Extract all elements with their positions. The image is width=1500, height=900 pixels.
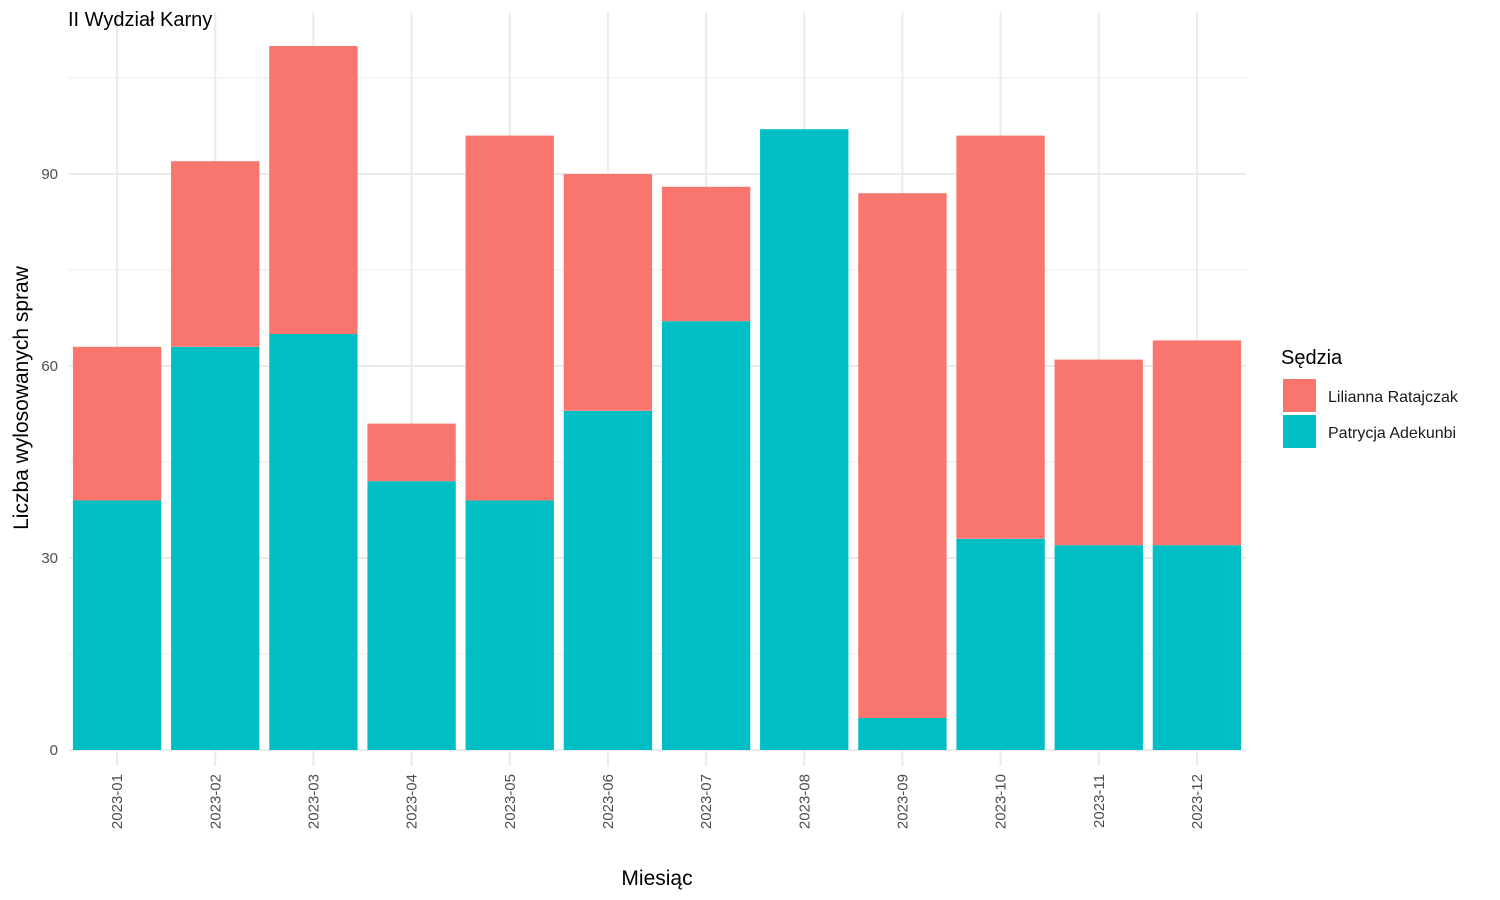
bar-lilianna-ratajczak-2023-09 bbox=[858, 193, 947, 718]
bar-patrycja-adekunbi-2023-03 bbox=[269, 334, 358, 750]
bar-patrycja-adekunbi-2023-09 bbox=[858, 718, 947, 750]
bar-lilianna-ratajczak-2023-05 bbox=[465, 135, 554, 501]
bar-patrycja-adekunbi-2023-02 bbox=[171, 346, 260, 750]
y-tick-label: 60 bbox=[41, 358, 58, 375]
bar-lilianna-ratajczak-2023-03 bbox=[269, 46, 358, 334]
bar-lilianna-ratajczak-2023-01 bbox=[72, 346, 162, 501]
bar-patrycja-adekunbi-2023-01 bbox=[72, 500, 162, 750]
y-tick-label: 90 bbox=[41, 166, 58, 183]
legend-swatch-patrycja-adekunbi bbox=[1283, 415, 1316, 448]
bar-lilianna-ratajczak-2023-04 bbox=[367, 423, 456, 482]
x-tick-label: 2023-11 bbox=[1091, 774, 1108, 828]
x-tick-label: 2023-07 bbox=[698, 774, 715, 829]
bar-lilianna-ratajczak-2023-10 bbox=[956, 135, 1045, 539]
bar-patrycja-adekunbi-2023-07 bbox=[661, 321, 751, 750]
bar-patrycja-adekunbi-2023-10 bbox=[956, 538, 1045, 750]
bar-patrycja-adekunbi-2023-06 bbox=[563, 410, 653, 750]
chart-title: II Wydział Karny bbox=[68, 9, 212, 31]
y-axis-ticks: 0 30 60 90 bbox=[41, 166, 58, 759]
legend-title: Sędzia bbox=[1281, 347, 1343, 369]
bars bbox=[72, 46, 1242, 750]
x-tick-label: 2023-03 bbox=[305, 774, 322, 829]
bar-lilianna-ratajczak-2023-07 bbox=[661, 186, 751, 322]
x-tick-label: 2023-04 bbox=[404, 774, 421, 829]
legend-label-patrycja-adekunbi: Patrycja Adekunbi bbox=[1328, 425, 1456, 442]
x-tick-label: 2023-12 bbox=[1189, 774, 1206, 829]
x-axis-title: Miesiąc bbox=[621, 867, 692, 890]
bar-lilianna-ratajczak-2023-06 bbox=[563, 174, 653, 411]
bar-lilianna-ratajczak-2023-12 bbox=[1152, 340, 1242, 546]
y-tick-label: 30 bbox=[41, 550, 58, 567]
bar-patrycja-adekunbi-2023-12 bbox=[1152, 545, 1242, 750]
bar-patrycja-adekunbi-2023-04 bbox=[367, 481, 456, 750]
x-tick-label: 2023-05 bbox=[502, 774, 519, 829]
bar-patrycja-adekunbi-2023-11 bbox=[1054, 545, 1143, 750]
legend-label-lilianna-ratajczak: Lilianna Ratajczak bbox=[1328, 389, 1459, 406]
x-tick-label: 2023-06 bbox=[600, 774, 617, 829]
y-axis-title: Liczba wylosowanych spraw bbox=[10, 265, 33, 530]
x-tick-label: 2023-01 bbox=[109, 774, 126, 829]
x-tick-label: 2023-02 bbox=[207, 774, 224, 829]
bar-lilianna-ratajczak-2023-11 bbox=[1054, 359, 1143, 546]
legend: Sędzia Lilianna Ratajczak Patrycja Adeku… bbox=[1281, 347, 1459, 448]
x-axis-ticks: 2023-01 2023-02 2023-03 2023-04 2023-05 2023-… bbox=[109, 774, 1206, 829]
x-tick-label: 2023-09 bbox=[894, 774, 911, 829]
bar-patrycja-adekunbi-2023-08 bbox=[760, 129, 849, 750]
x-tick-label: 2023-10 bbox=[993, 774, 1010, 829]
bar-patrycja-adekunbi-2023-05 bbox=[465, 500, 554, 750]
bar-lilianna-ratajczak-2023-02 bbox=[171, 161, 260, 347]
legend-swatch-lilianna-ratajczak bbox=[1283, 379, 1316, 412]
x-tick-label: 2023-08 bbox=[796, 774, 813, 829]
y-tick-label: 0 bbox=[50, 742, 58, 759]
